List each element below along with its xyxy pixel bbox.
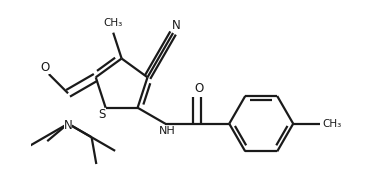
Text: O: O xyxy=(194,82,204,95)
Text: CH₃: CH₃ xyxy=(104,18,123,28)
Text: CH₃: CH₃ xyxy=(322,119,341,129)
Text: S: S xyxy=(98,108,105,121)
Text: O: O xyxy=(41,61,50,74)
Text: N: N xyxy=(64,119,73,132)
Text: NH: NH xyxy=(158,126,175,136)
Text: N: N xyxy=(172,18,181,31)
